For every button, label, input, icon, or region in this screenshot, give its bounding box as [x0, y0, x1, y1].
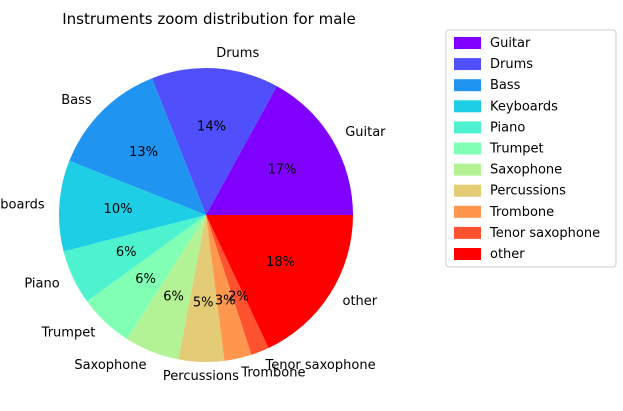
legend-label-bass: Bass: [490, 78, 521, 93]
percent-label-drums: 14%: [197, 120, 226, 135]
legend-label-saxophone: Saxophone: [490, 163, 562, 178]
percent-label-guitar: 17%: [267, 163, 296, 178]
percent-label-keyboards: 10%: [104, 202, 133, 217]
legend-swatch-trumpet: [454, 142, 481, 155]
pie-slice-keyboards: [59, 160, 206, 252]
pie-slice-trumpet: [87, 215, 206, 340]
slice-label-saxophone: Saxophone: [74, 358, 146, 373]
legend-label-trombone: Trombone: [489, 205, 554, 220]
percent-label-saxophone: 6%: [163, 290, 184, 305]
legend-label-guitar: Guitar: [490, 36, 531, 51]
percent-label-trombone: 3%: [215, 294, 236, 309]
slice-label-bass: Bass: [61, 93, 92, 108]
slice-label-guitar: Guitar: [345, 125, 386, 140]
legend-swatch-other: [454, 248, 481, 260]
legend-label-keyboards: Keyboards: [490, 99, 558, 114]
slice-labels: Guitar Drums Bass Keyboards Piano Trumpet Saxo…: [0, 46, 386, 384]
legend: Guitar Drums Bass Keyboards Piano Trumpet Saxo…: [445, 29, 617, 268]
slice-label-trombone: Trombone: [240, 365, 305, 380]
percent-label-piano: 6%: [116, 245, 137, 260]
slice-label-piano: Piano: [24, 276, 59, 291]
legend-swatch-percussions: [454, 184, 481, 197]
percent-label-other: 18%: [266, 255, 295, 270]
legend-label-piano: Piano: [490, 120, 525, 135]
pie-slice-trombone: [206, 215, 252, 361]
legend-label-tenor-saxophone: Tenor saxophone: [489, 226, 600, 241]
chart-title: Instruments zoom distribution for male: [62, 10, 356, 28]
legend-label-percussions: Percussions: [490, 184, 566, 199]
pie-slice-saxophone: [127, 215, 206, 360]
legend-swatch-saxophone: [454, 163, 481, 176]
percent-label-trumpet: 6%: [135, 272, 156, 287]
pie-slice-tenor-saxophone: [206, 215, 269, 355]
pie-slices: [59, 67, 353, 363]
legend-swatch-piano: [454, 121, 481, 134]
legend-swatch-keyboards: [454, 100, 481, 113]
percent-labels: 17% 14% 13% 10% 6% 6% 6% 5% 3%2% 18%: [104, 120, 297, 311]
slice-label-drums: Drums: [216, 46, 259, 61]
legend-swatch-trombone: [454, 205, 481, 218]
legend-swatch-guitar: [454, 37, 481, 49]
legend-swatch-bass: [454, 79, 481, 92]
legend-label-drums: Drums: [490, 57, 533, 72]
legend-swatch-drums: [454, 58, 481, 71]
slice-label-percussions: Percussions: [163, 369, 239, 384]
slice-label-tenor-saxophone: Tenor saxophone: [265, 358, 376, 373]
pie-slice-drums: [151, 67, 277, 215]
percent-label-percussions: 5%: [193, 296, 214, 311]
slice-label-trumpet: Trumpet: [41, 325, 96, 340]
pie-slice-other: [206, 215, 353, 349]
percent-label-tenor-saxophone: 2%: [228, 290, 249, 305]
legend-swatch-tenor-saxophone: [454, 226, 481, 239]
pie-slice-piano: [63, 215, 207, 302]
slice-label-keyboards: Keyboards: [0, 197, 45, 212]
percent-label-bass: 13%: [129, 145, 158, 160]
pie-slice-bass: [69, 78, 206, 215]
pie-slice-guitar: [206, 86, 353, 216]
pie-slice-percussions: [178, 215, 225, 363]
legend-label-trumpet: Trumpet: [489, 142, 544, 157]
slice-label-other: other: [343, 294, 378, 309]
legend-label-other: other: [490, 247, 525, 262]
legend-box: [445, 29, 617, 268]
